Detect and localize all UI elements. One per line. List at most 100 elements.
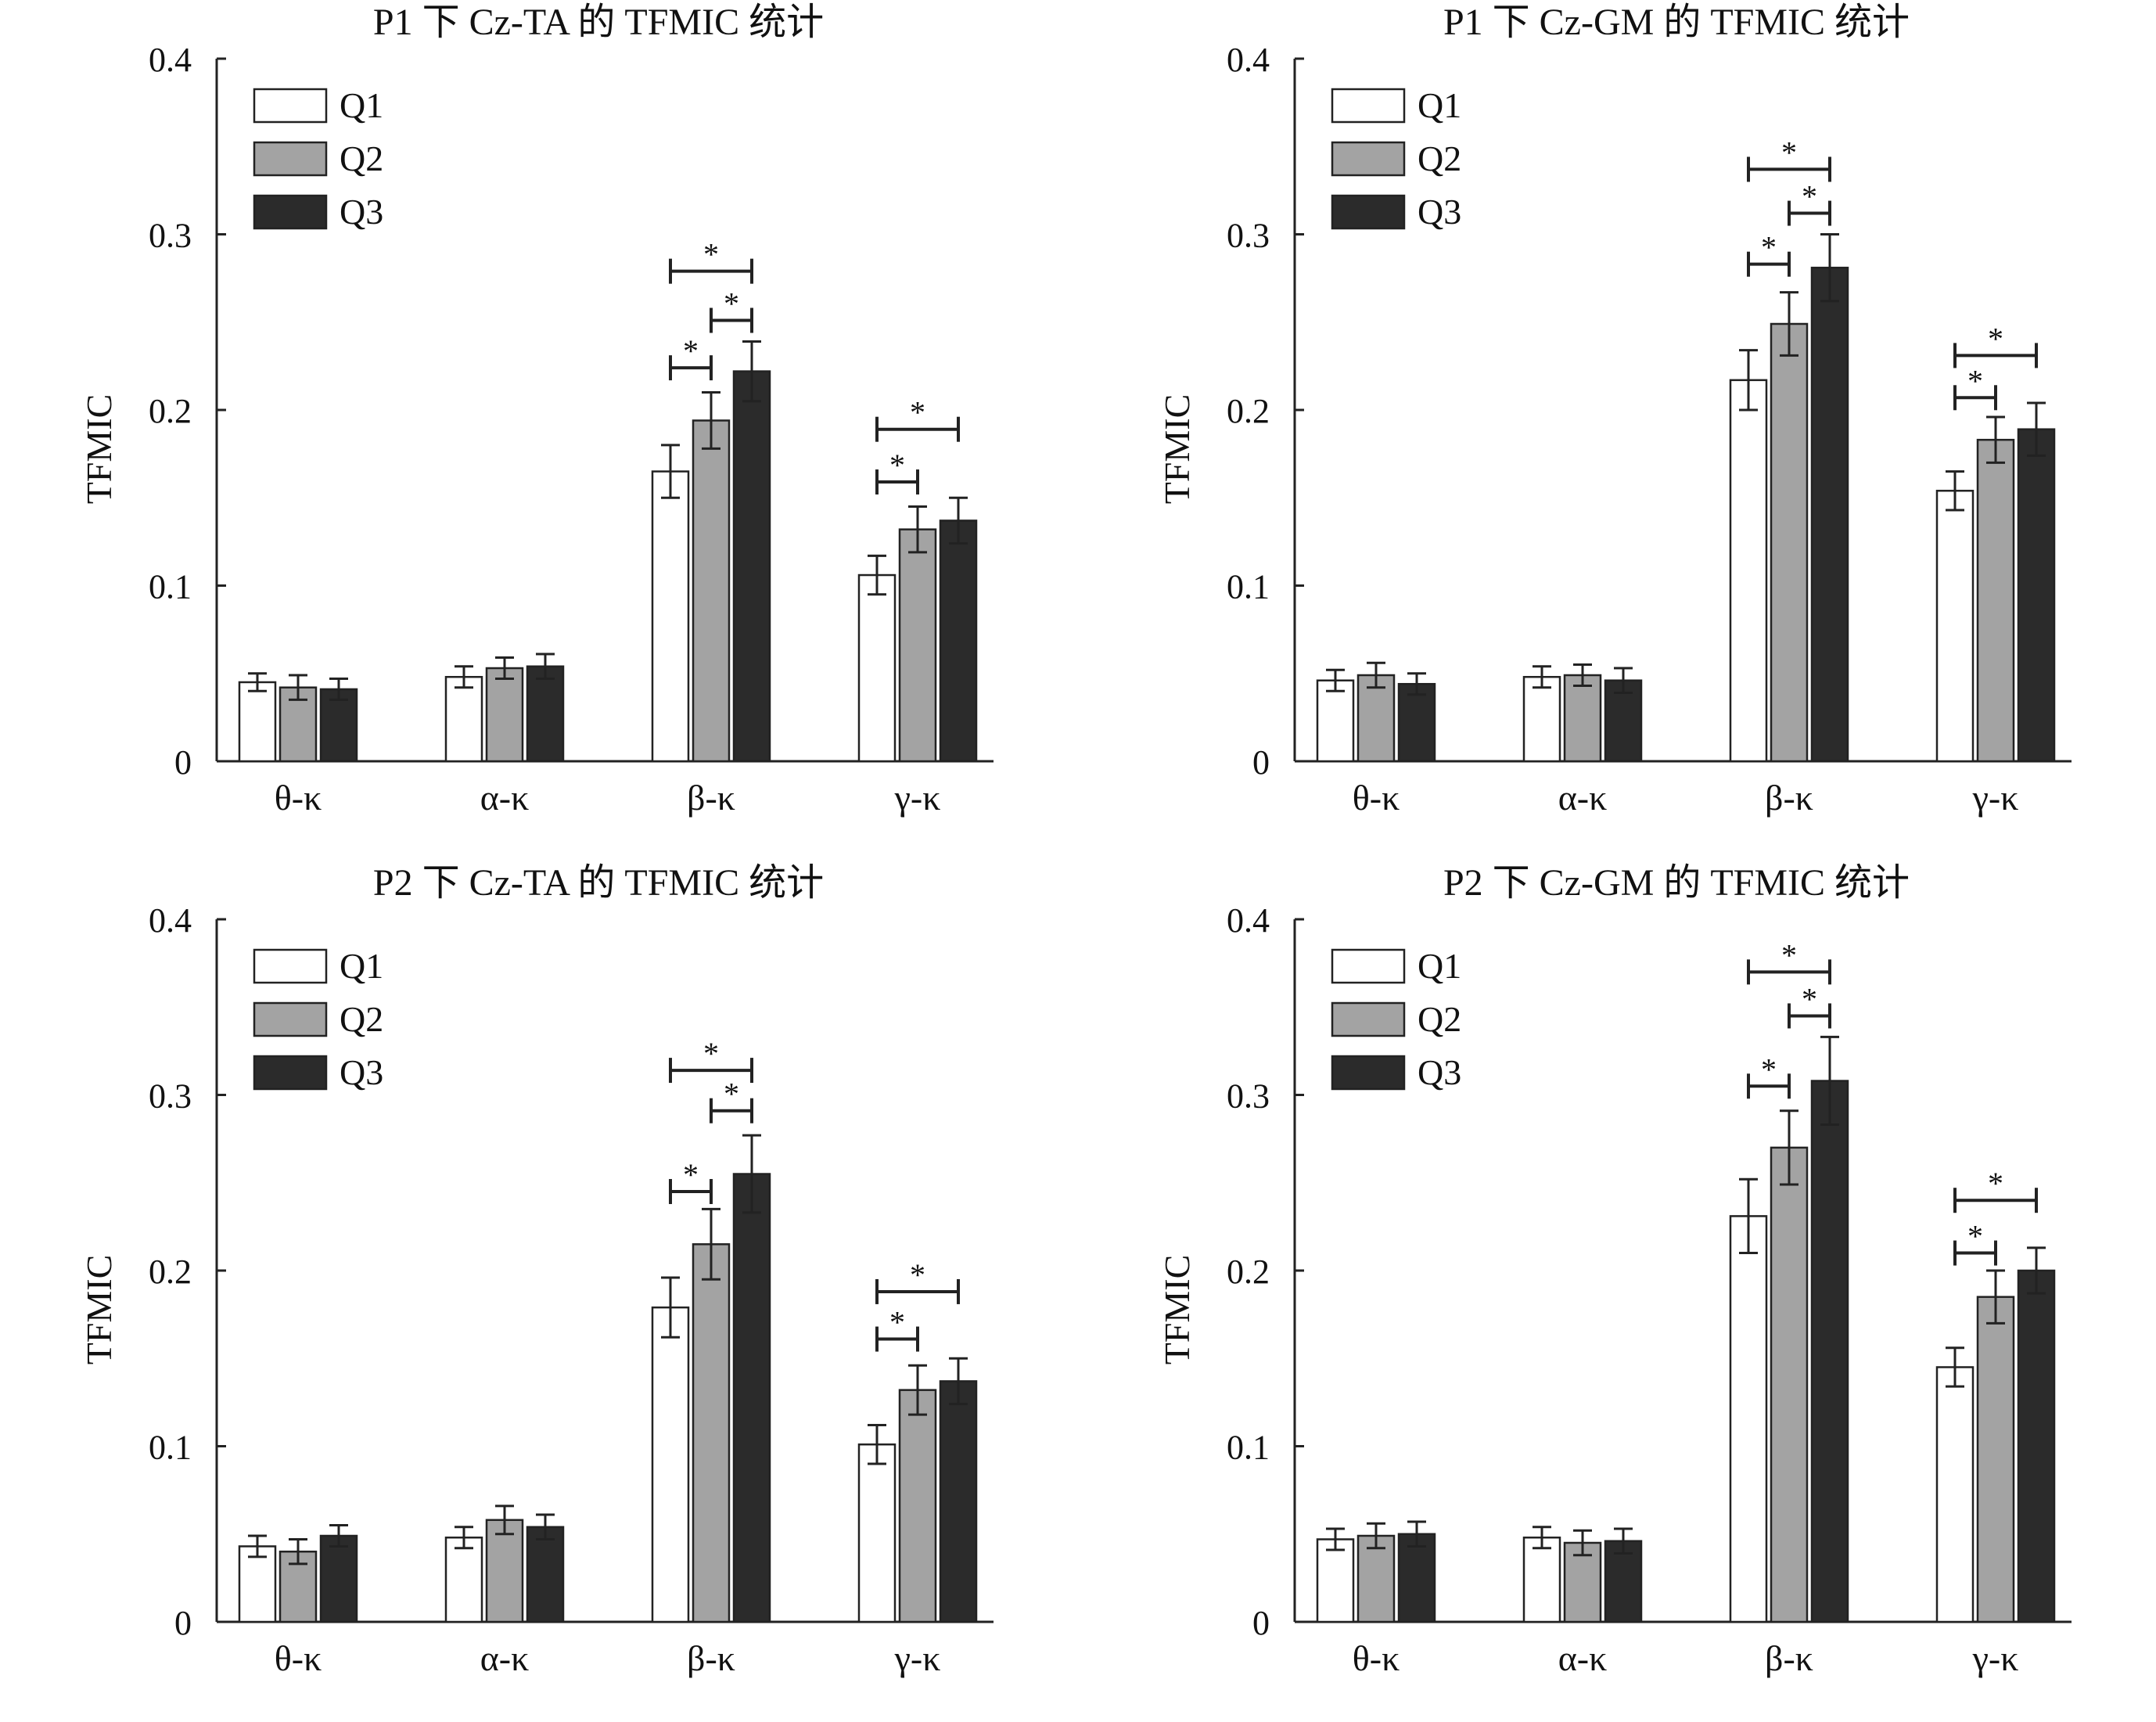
bar-Q3-3 [939, 1380, 978, 1623]
significance-star: * [1988, 321, 2003, 356]
error-bar-Q1-0 [1326, 1527, 1345, 1551]
bar-Q1-3 [857, 1443, 897, 1623]
y-tick-label: 0.4 [1227, 41, 1270, 79]
error-bar-Q2-1 [1573, 1529, 1592, 1557]
bar-Q1-2 [1729, 379, 1768, 763]
significance-bracket [669, 355, 713, 381]
error-bar-Q3-0 [1407, 672, 1426, 696]
bar-Q1-3 [857, 573, 897, 763]
bar-Q1-1 [444, 1536, 483, 1623]
bar-Q1-2 [651, 1306, 690, 1623]
significance-star: * [1761, 1052, 1777, 1087]
legend-label-Q3: Q3 [1418, 1052, 1461, 1092]
significance-bracket [1788, 1003, 1831, 1029]
x-tick-label: γ-κ [894, 778, 941, 818]
bar-Q2-3 [898, 528, 937, 763]
y-tick-label: 0.1 [1227, 1429, 1270, 1467]
legend-label-Q2: Q2 [1418, 999, 1461, 1039]
y-tick-label: 0.4 [149, 41, 192, 79]
error-bar-Q2-1 [1573, 663, 1592, 687]
y-axis-label: TFMIC [79, 1255, 119, 1365]
error-bar-Q3-0 [1407, 1520, 1426, 1548]
error-bar-Q3-2 [742, 1134, 761, 1214]
y-tick-label: 0.1 [149, 1429, 192, 1467]
significance-bracket [1953, 343, 2038, 368]
error-bar-Q2-0 [1367, 661, 1385, 689]
y-tick-label: 0 [1252, 1604, 1270, 1642]
significance-bracket [1747, 1073, 1791, 1099]
bar-Q3-0 [319, 688, 358, 763]
bar-Q2-1 [485, 667, 524, 763]
significance-star: * [1802, 179, 1817, 214]
significance-star: * [724, 1077, 739, 1112]
y-tick-label: 0.2 [1227, 392, 1270, 430]
legend-swatch-Q1 [253, 948, 328, 984]
error-bar-Q2-3 [908, 1364, 927, 1416]
x-tick-label: θ-κ [275, 1638, 322, 1678]
bar-Q2-2 [692, 419, 731, 763]
error-bar-Q3-3 [949, 496, 968, 545]
bar-Q1-2 [1729, 1215, 1768, 1623]
legend-swatch-Q1 [253, 88, 328, 124]
bar-Q2-3 [1976, 1296, 2015, 1623]
legend-swatch-Q1 [1331, 88, 1406, 124]
bar-Q1-1 [1522, 675, 1561, 763]
error-bar-Q3-2 [742, 340, 761, 403]
error-bar-Q3-3 [2027, 1246, 2046, 1295]
y-tick-label: 0 [174, 743, 192, 782]
error-bar-Q3-1 [1614, 667, 1633, 694]
y-tick-label: 0.3 [1227, 217, 1270, 255]
bar-Q2-1 [485, 1519, 524, 1623]
significance-bracket [710, 307, 753, 333]
bar-Q2-2 [1770, 322, 1809, 763]
legend-label-Q1: Q1 [340, 85, 383, 125]
bar-Q1-0 [1316, 1538, 1355, 1623]
y-axis-label: TFMIC [79, 394, 119, 505]
significance-bracket [1953, 385, 1997, 411]
bar-Q3-1 [526, 1526, 565, 1623]
significance-bracket [875, 416, 960, 442]
x-tick-label: γ-κ [1972, 778, 2019, 818]
y-tick-label: 0 [1252, 743, 1270, 782]
bar-Q1-0 [238, 681, 277, 763]
error-bar-Q3-1 [536, 652, 555, 680]
legend-label-Q2: Q2 [340, 999, 383, 1039]
chart-title: P2 下 Cz-TA 的 TFMIC 统计 [373, 862, 824, 904]
significance-star: * [1967, 363, 1983, 398]
x-tick-label: β-κ [687, 778, 735, 818]
x-tick-label: β-κ [687, 1638, 735, 1678]
y-tick-label: 0.4 [1227, 901, 1270, 940]
y-axis-label: TFMIC [1157, 394, 1197, 505]
error-bar-Q3-1 [1614, 1527, 1633, 1555]
significance-star: * [1988, 1166, 2003, 1201]
y-tick-label: 0.1 [1227, 568, 1270, 606]
y-tick-label: 0.3 [149, 1077, 192, 1116]
bar-Q3-2 [1810, 1080, 1849, 1623]
error-bar-Q2-2 [702, 1207, 720, 1281]
bar-Q3-3 [2017, 428, 2056, 763]
error-bar-Q2-0 [1367, 1522, 1385, 1550]
y-tick-label: 0.4 [149, 901, 192, 940]
x-tick-label: β-κ [1765, 1638, 1813, 1678]
bar-Q1-3 [1935, 1366, 1975, 1623]
legend-swatch-Q3 [253, 1055, 328, 1091]
significance-star: * [1802, 981, 1817, 1016]
error-bar-Q1-3 [1946, 1346, 1964, 1388]
error-bar-Q2-1 [495, 656, 514, 680]
x-tick-label: γ-κ [894, 1638, 941, 1678]
bar-Q3-0 [319, 1534, 358, 1623]
y-tick-label: 0.2 [149, 392, 192, 430]
error-bar-Q2-2 [1780, 291, 1798, 357]
significance-bracket [669, 258, 753, 284]
error-bar-Q3-3 [2027, 401, 2046, 457]
significance-bracket [875, 469, 919, 495]
legend-swatch-Q1 [1331, 948, 1406, 984]
significance-star: * [910, 395, 925, 430]
error-bar-Q3-2 [1820, 233, 1839, 303]
bar-Q2-0 [1356, 674, 1396, 763]
legend-swatch-Q2 [1331, 141, 1406, 177]
bar-Q3-1 [526, 665, 565, 763]
y-axis-label: TFMIC [1157, 1255, 1197, 1365]
bar-Q3-2 [732, 370, 771, 763]
